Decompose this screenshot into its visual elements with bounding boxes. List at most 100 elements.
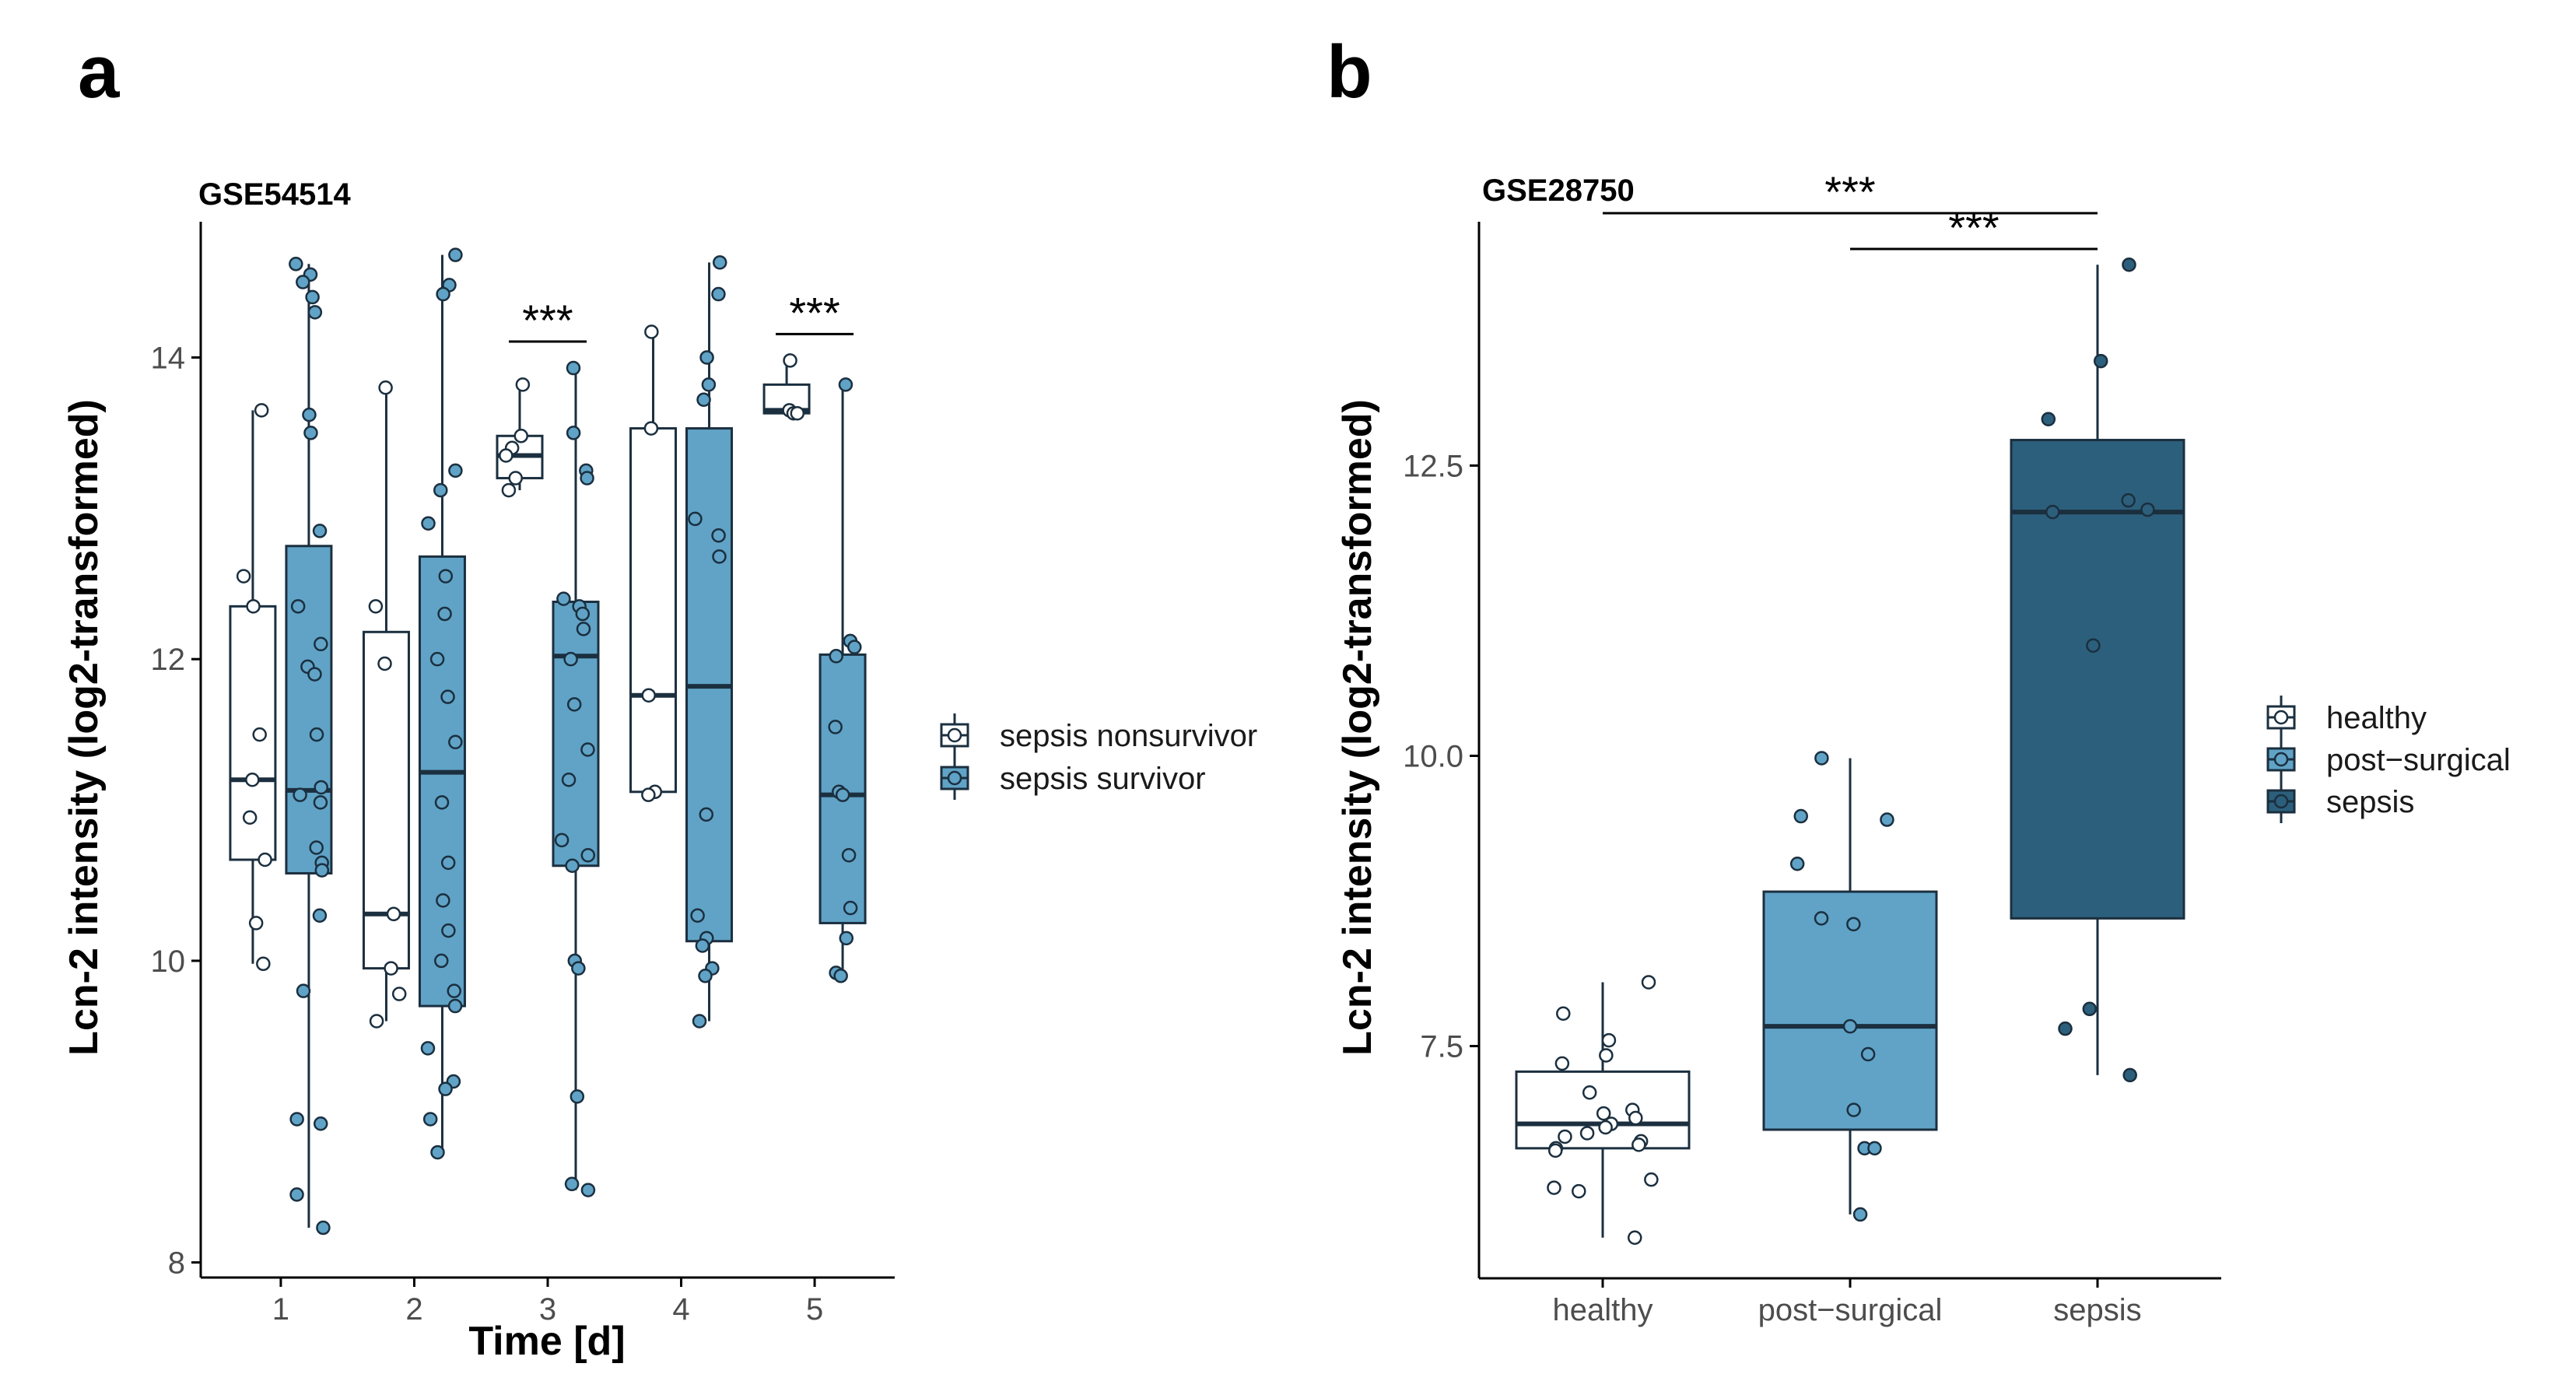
panel-a-x-axis-title: Time [d] — [468, 1319, 625, 1364]
panel-b-box-post_surgical-point — [1789, 856, 1805, 871]
panel-a-nonsurvivor-day3-point — [513, 429, 529, 443]
panel-a-survivor-day3-point — [554, 832, 570, 848]
panel-b-box-healthy-point — [1547, 1143, 1563, 1158]
panel-a-survivor-day5-point — [829, 649, 843, 664]
panel-a-x-tick-label: 5 — [806, 1292, 823, 1327]
panel-a-survivor-day4-point — [698, 969, 713, 983]
panel-a-nonsurvivor-day3-point — [499, 448, 513, 463]
panel-a-nonsurvivor-day1-point — [252, 727, 267, 742]
panel-a-survivor-day2-point — [429, 651, 445, 667]
panel-b-box-healthy-point — [1641, 975, 1656, 990]
panel-a-x-tick-label: 3 — [539, 1292, 556, 1327]
panel-a-survivor-day4-point — [701, 377, 717, 392]
panel-b-box-sepsis-point — [2045, 504, 2060, 520]
panel-a-x-tick-label: 1 — [272, 1292, 289, 1327]
panel-b-y-axis-title: Lcn-2 intensity (log2-transformed) — [1335, 399, 1380, 1056]
panel-a-survivor-day1-point — [313, 1116, 328, 1131]
panel-a-survivor-day1-point — [307, 667, 322, 682]
panel-b-y-tick-label: 10.0 — [1403, 739, 1463, 773]
panel-a-survivor-day3-point — [566, 360, 581, 376]
panel-a-significance-label: *** — [789, 288, 839, 337]
panel-a-survivor-day5-point — [841, 847, 857, 863]
panel-a-survivor-day4-point — [696, 392, 711, 408]
panel-b-box-healthy-point — [1596, 1106, 1611, 1121]
panel-a-nonsurvivor-day4-point — [644, 324, 659, 339]
panel-a-nonsurvivor-day2-point — [369, 1014, 384, 1029]
panel-a-nonsurvivor-day5-point — [783, 353, 797, 368]
panel-a-survivor-day4-point — [711, 528, 726, 543]
panel-a-survivor-day1-point — [314, 636, 328, 652]
panel-a-nonsurvivor-day1-point — [245, 773, 260, 787]
panel-a-nonsurvivor-day1-point — [248, 916, 264, 931]
panel-a-nonsurvivor-day2-point — [368, 599, 384, 614]
panel-a-survivor-day1-point — [289, 1187, 304, 1202]
panel-a-nonsurvivor-day2-box — [362, 630, 410, 970]
panel-a-survivor-day1-point — [307, 305, 323, 320]
panel-a-survivor-day4-point — [692, 1014, 707, 1029]
panel-b-significance-label: *** — [1948, 203, 1999, 252]
panel-a-nonsurvivor-day3-point — [508, 471, 523, 485]
panel-a-nonsurvivor-day4-point — [641, 787, 656, 802]
panel-a-y-axis-title: Lcn-2 intensity (log2-transformed) — [61, 399, 107, 1056]
panel-a-nonsurvivor-day1-point — [246, 599, 261, 614]
panel-a-survivor-day2-point — [441, 923, 456, 938]
legend-key-sepsis — [2266, 780, 2296, 823]
panel-b-dataset-title: GSE28750 — [1482, 174, 1635, 208]
panel-b-box-healthy-point — [1601, 1032, 1617, 1048]
panel-a-survivor-day1-point — [312, 524, 328, 538]
panel-b-box-sepsis-point — [2140, 502, 2155, 517]
panel-a-survivor-day3-box — [552, 601, 600, 868]
panel-a-nonsurvivor-day1-point — [258, 852, 272, 868]
panel-a-survivor-day5-point — [847, 640, 862, 654]
panel-a-survivor-day3-point — [576, 622, 591, 636]
panel-b-box-post_surgical-point — [1860, 1046, 1876, 1062]
panel-b-box-post_surgical-point — [1842, 1018, 1858, 1034]
panel-a-x-tick-label: 4 — [672, 1292, 689, 1327]
panel-a-nonsurvivor-day1-point — [242, 810, 258, 825]
legend-key-sepsis-survivor — [940, 756, 969, 800]
panel-b-box-healthy-point — [1558, 1129, 1572, 1144]
panel-b-box-sepsis-point — [2121, 492, 2136, 508]
panel-a-survivor-day2-point — [448, 463, 463, 478]
panel-b-box-post_surgical-point — [1852, 1207, 1868, 1222]
panel-a-survivor-day5-point — [839, 931, 854, 946]
panel-a-survivor-day4-point — [695, 938, 710, 953]
panel-a-nonsurvivor-day2-point — [391, 987, 407, 1001]
panel-a-survivor-day4-point — [711, 286, 726, 302]
panel-a-nonsurvivor-day3-point — [515, 377, 531, 392]
panel-a-survivor-day2-point — [438, 1081, 453, 1096]
panel-a-survivor-day4-point — [690, 908, 705, 923]
panel-b-significance-label: *** — [1824, 167, 1875, 216]
panel-b-x-tick-label: healthy — [1553, 1293, 1653, 1327]
panel-a-survivor-day1-point — [309, 840, 324, 855]
panel-a-nonsurvivor-day4-box — [629, 427, 678, 794]
panel-b-box-healthy-point — [1554, 1056, 1570, 1071]
legend-key-healthy — [2266, 696, 2296, 739]
panel-a-survivor-day2-point — [436, 893, 450, 908]
panel-a-survivor-day5-point — [843, 900, 858, 916]
panel-b-box-sepsis-point — [2058, 1021, 2073, 1036]
panel-a-dataset-title: GSE54514 — [198, 177, 351, 212]
panel-b-box-healthy-point — [1598, 1120, 1613, 1135]
panel-a-survivor-day2-point — [437, 606, 452, 622]
panel-b-y-tick-label: 7.5 — [1420, 1030, 1463, 1064]
panel-a-survivor-day5-point — [838, 377, 853, 392]
panel-b-box-healthy-point — [1579, 1126, 1595, 1141]
panel-a-survivor-day2-point — [430, 1144, 445, 1160]
panel-a-survivor-day1-point — [313, 795, 328, 810]
panel-a-survivor-day1-point — [293, 787, 307, 802]
panel-a-survivor-day2-box — [418, 555, 466, 1008]
panel-b-box-sepsis-point — [2093, 353, 2108, 369]
panel-a-legend: sepsis nonsurvivor sepsis survivor — [940, 713, 1257, 800]
panel-b-box-sepsis-point — [2082, 1001, 2098, 1017]
panel-a-survivor-day2-point — [434, 953, 449, 969]
panel-a-survivor-day2-point — [440, 689, 455, 704]
panel-a-survivor-day1-point — [314, 863, 330, 878]
panel-b-box-sepsis-point — [2086, 638, 2101, 653]
panel-a-nonsurvivor-day1-point — [236, 569, 251, 584]
panel-a-nonsurvivor-day2-point — [377, 656, 392, 671]
panel-a-survivor-day3-point — [571, 961, 586, 976]
panel-a-nonsurvivor-day2-point — [384, 961, 398, 976]
panel-a-nonsurvivor-day4-point — [641, 688, 656, 703]
panel-b-box-post_surgical-point — [1814, 751, 1829, 766]
